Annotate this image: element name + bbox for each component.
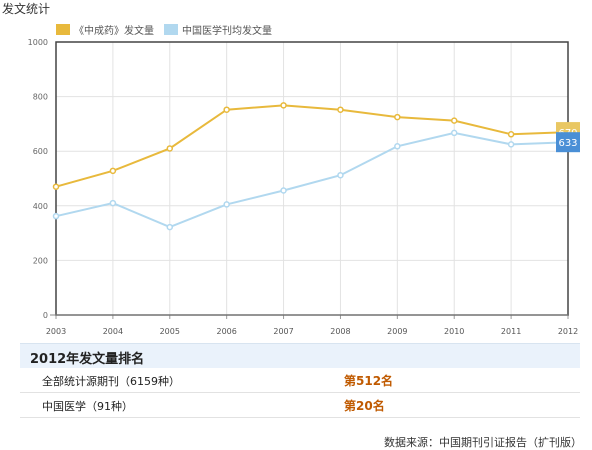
y-tick-label: 600: [33, 147, 48, 156]
data-point-series-2: [337, 171, 344, 179]
legend-swatch-series-1: [56, 23, 70, 35]
data-point-series-1: [450, 117, 458, 124]
data-point-series-1: [280, 102, 287, 109]
section-title: 发文统计: [2, 2, 51, 16]
x-tick-label: 2009: [387, 327, 407, 336]
ranking-row-label: 全部统计源期刊（6159种）: [42, 375, 180, 388]
ranking-row-value: 第512名: [344, 374, 394, 388]
y-tick-label: 0: [43, 311, 48, 320]
legend-label-series-1: 《中成药》发文量: [74, 25, 154, 37]
data-point-series-1: [166, 145, 174, 152]
data-point-series-1: [52, 183, 60, 190]
data-point-series-2: [394, 143, 401, 150]
x-tick-label: 2010: [444, 327, 464, 336]
y-tick-label: 1000: [28, 38, 48, 47]
plot-area: [56, 42, 568, 315]
data-point-series-1: [223, 106, 230, 113]
x-tick-label: 2012: [558, 327, 578, 336]
x-tick-label: 2003: [46, 327, 66, 336]
data-point-series-2: [507, 141, 515, 148]
x-tick-label: 2007: [273, 327, 293, 336]
data-point-series-1: [109, 167, 117, 175]
y-tick-label: 800: [33, 93, 48, 102]
ranking-row-category: 中国医学（91种） 第20名: [20, 393, 580, 418]
ranking-title: 2012年发文量排名: [30, 352, 145, 367]
end-value-label-bg-series-2: [556, 132, 580, 153]
ranking-header: 2012年发文量排名: [20, 343, 580, 368]
x-tick-label: 2008: [330, 327, 350, 336]
series-line-1: [55, 104, 569, 188]
data-point-series-1: [337, 106, 344, 113]
data-point-series-2: [166, 223, 174, 231]
data-point-series-2: [450, 129, 458, 137]
data-source-note: 数据来源：中国期刊引证报告（扩刊版）: [384, 436, 582, 449]
x-tick-label: 2011: [501, 327, 521, 336]
ranking-row-all: 全部统计源期刊（6159种） 第512名: [20, 368, 580, 393]
ranking-row-label: 中国医学（91种）: [42, 400, 133, 413]
legend-item-series-1[interactable]: 《中成药》发文量: [56, 22, 154, 37]
chart-legend: 《中成药》发文量 中国医学刊均发文量: [56, 20, 282, 38]
legend-label-series-2: 中国医学刊均发文量: [182, 25, 272, 37]
series-line-2: [55, 131, 569, 229]
y-tick-label: 400: [33, 202, 48, 211]
data-point-series-2: [109, 199, 117, 207]
x-tick-label: 2004: [103, 327, 123, 336]
data-point-series-2: [52, 212, 60, 220]
data-point-series-1: [507, 131, 515, 138]
line-chart: 0 200 400 600 800 1000 2003 2004 2005 2006 2007 200…: [28, 38, 580, 336]
x-tick-label: 2006: [216, 327, 236, 336]
data-point-series-2: [223, 201, 230, 208]
end-value-label-series-2: 633: [558, 138, 577, 149]
x-tick-label: 2005: [160, 327, 180, 336]
ranking-row-value: 第20名: [344, 399, 385, 413]
y-tick-label: 200: [33, 256, 48, 265]
legend-item-series-2[interactable]: 中国医学刊均发文量: [164, 22, 272, 37]
data-point-series-1: [394, 113, 401, 121]
legend-swatch-series-2: [164, 23, 178, 35]
data-point-series-2: [280, 187, 287, 194]
